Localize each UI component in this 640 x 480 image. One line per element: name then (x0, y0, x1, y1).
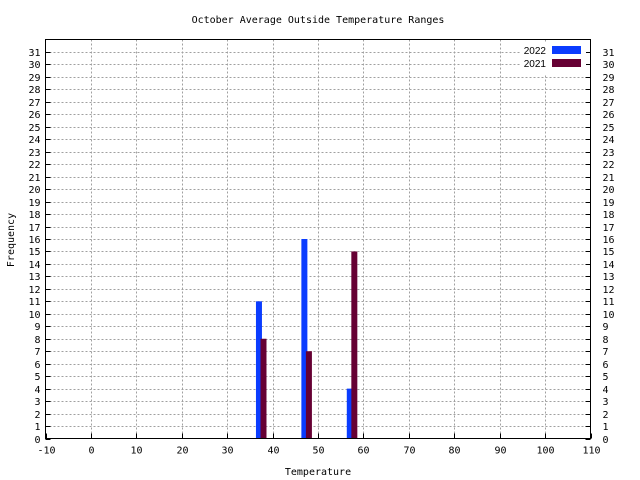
y-tick-label-right: 2 (603, 410, 609, 421)
y-tick-label-right: 13 (603, 272, 615, 283)
y-tick-label: 17 (28, 223, 40, 234)
y-tick-label-right: 22 (603, 160, 615, 171)
y-tick-label: 26 (28, 110, 40, 121)
y-tick-label-right: 25 (603, 123, 615, 134)
y-tick-label-right: 19 (603, 198, 615, 209)
y-tick-label: 19 (28, 198, 40, 209)
legend: 2022 2021 (520, 43, 586, 75)
y-tick-label-right: 10 (603, 310, 615, 321)
y-tick-label-right: 1 (603, 422, 609, 433)
y-tick-label: 31 (28, 48, 40, 59)
y-tick-label: 25 (28, 123, 40, 134)
y-tick-label: 18 (28, 210, 40, 221)
bar-2021-58 (351, 251, 358, 439)
x-tick-label: 80 (448, 446, 460, 457)
bar-2021-38 (260, 338, 267, 439)
bar-2022-37 (255, 301, 262, 439)
y-tick-label-right: 0 (603, 435, 609, 446)
x-tick-label: 110 (582, 446, 600, 457)
y-tick-label-right: 12 (603, 285, 615, 296)
y-tick-label: 1 (34, 422, 40, 433)
chart-title: October Average Outside Temperature Rang… (192, 15, 445, 26)
x-tick-label: 30 (221, 446, 233, 457)
y-tick-label: 29 (28, 73, 40, 84)
y-tick-label: 6 (34, 360, 40, 371)
y-tick-label: 28 (28, 85, 40, 96)
y-tick-label-right: 28 (603, 85, 615, 96)
y-tick-label-right: 8 (603, 335, 609, 346)
y-tick-label: 13 (28, 272, 40, 283)
y-tick-label-right: 15 (603, 247, 615, 258)
legend-swatch-2021 (552, 59, 581, 67)
y-tick-label: 27 (28, 98, 40, 109)
x-tick-label: 20 (176, 446, 188, 457)
y-tick-label: 9 (34, 322, 40, 333)
bar-2021-48 (305, 351, 312, 439)
y-tick-label-right: 5 (603, 372, 609, 383)
y-tick-label-right: 16 (603, 235, 615, 246)
y-tick-label: 0 (34, 435, 40, 446)
y-tick-label: 16 (28, 235, 40, 246)
x-tick-label: -10 (37, 446, 55, 457)
y-tick-label-right: 7 (603, 347, 609, 358)
y-tick-label-right: 6 (603, 360, 609, 371)
y-tick-label-right: 24 (603, 135, 615, 146)
y-tick-label: 7 (34, 347, 40, 358)
x-tick-label: 90 (494, 446, 506, 457)
y-tick-label-right: 21 (603, 173, 615, 184)
y-tick-label-right: 26 (603, 110, 615, 121)
y-tick-label: 24 (28, 135, 40, 146)
y-tick-label-right: 9 (603, 322, 609, 333)
y-tick-label: 5 (34, 372, 40, 383)
legend-swatch-2022 (552, 46, 581, 54)
bar-2022-57 (346, 388, 353, 439)
gridlines (45, 39, 592, 440)
y-tick-label: 15 (28, 247, 40, 258)
x-axis-label: Temperature (285, 467, 351, 478)
y-tick-label-right: 18 (603, 210, 615, 221)
y-tick-label: 2 (34, 410, 40, 421)
y-tick-label: 10 (28, 310, 40, 321)
legend-label-2022: 2022 (524, 46, 547, 57)
x-tick-label: 40 (267, 446, 279, 457)
bar-2022-47 (301, 239, 308, 439)
y-tick-label: 14 (28, 260, 40, 271)
y-tick-label-right: 17 (603, 223, 615, 234)
y-tick-label-right: 23 (603, 148, 615, 159)
x-tick-label: 100 (536, 446, 554, 457)
y-tick-label-right: 14 (603, 260, 615, 271)
x-tick-label: 50 (312, 446, 324, 457)
x-tick-label: 0 (88, 446, 94, 457)
y-tick-label: 3 (34, 397, 40, 408)
y-axis-label: Frequency (6, 213, 17, 267)
x-tick-label: 10 (130, 446, 142, 457)
y-tick-label: 11 (28, 297, 40, 308)
y-tick-label: 4 (34, 385, 40, 396)
legend-label-2021: 2021 (524, 59, 547, 70)
plot-frame (45, 39, 591, 439)
y-tick-label-right: 3 (603, 397, 609, 408)
x-tick-label: 70 (403, 446, 415, 457)
y-tick-label-right: 11 (603, 297, 615, 308)
y-tick-label-right: 30 (603, 60, 615, 71)
y-tick-label: 20 (28, 185, 40, 196)
y-tick-label: 23 (28, 148, 40, 159)
y-tick-label: 8 (34, 335, 40, 346)
y-tick-label-right: 31 (603, 48, 615, 59)
x-tick-label: 60 (357, 446, 369, 457)
bars (255, 239, 358, 439)
y-tick-label-right: 29 (603, 73, 615, 84)
y-tick-label-right: 4 (603, 385, 609, 396)
y-tick-label-right: 20 (603, 185, 615, 196)
y-tick-label: 12 (28, 285, 40, 296)
y-tick-label: 22 (28, 160, 40, 171)
y-tick-label-right: 27 (603, 98, 615, 109)
y-tick-label: 21 (28, 173, 40, 184)
y-tick-label: 30 (28, 60, 40, 71)
